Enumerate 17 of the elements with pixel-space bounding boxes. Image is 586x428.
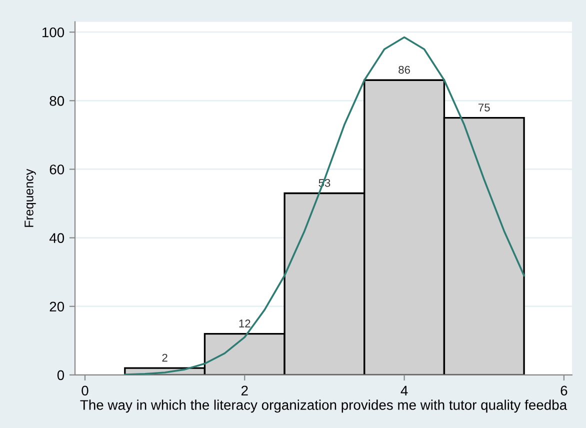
y-tick-label: 80 — [50, 96, 64, 106]
y-tick-label: 0 — [57, 370, 64, 380]
x-tick-label: 6 — [560, 386, 568, 396]
data-label: 86 — [398, 66, 410, 74]
y-axis-title: Frequency — [24, 168, 36, 227]
data-label: 12 — [239, 320, 250, 328]
data-label: 75 — [478, 104, 490, 112]
x-tick-label: 4 — [400, 386, 408, 396]
y-tick-label: 60 — [50, 164, 64, 174]
x-tick-label: 0 — [82, 386, 88, 396]
x-tick-label: 2 — [241, 386, 248, 396]
y-tick-label: 100 — [42, 27, 64, 38]
line-series — [124, 36, 525, 375]
y-tick-label: 40 — [49, 233, 64, 243]
data-label: 2 — [162, 354, 168, 362]
y-tick-label: 20 — [50, 302, 64, 312]
x-axis-title: The way in which the literacy organization provides me with tutor quality feedba — [80, 400, 568, 413]
